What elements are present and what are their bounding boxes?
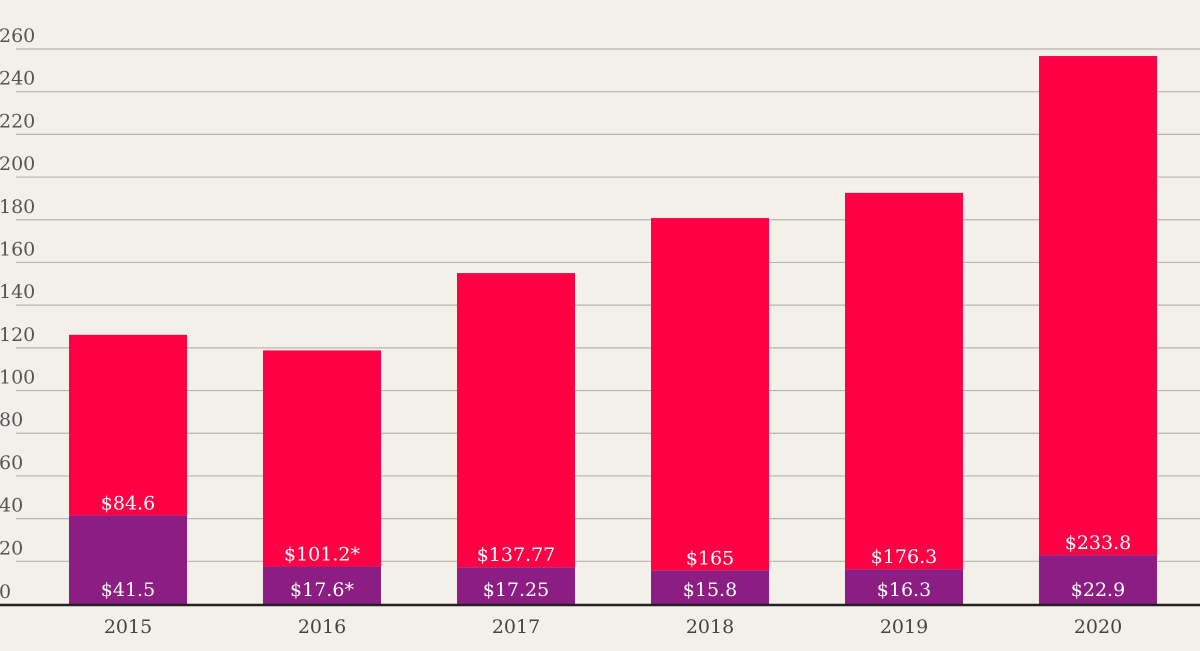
data-label-2018-segment-1: $165 [686, 547, 734, 569]
y-tick-label-40: 40 [0, 495, 23, 517]
data-label-2017-segment-1: $137.77 [477, 544, 556, 566]
bar-2020-segment-0 [1039, 555, 1157, 604]
y-tick-label-60: 60 [0, 452, 23, 474]
data-label-2016-segment-0: $17.6* [290, 579, 354, 601]
bar-2015-segment-0 [69, 515, 187, 604]
y-tick-label-200: 200 [0, 153, 35, 175]
y-axis-tick-labels: 0 20 40 60 80 100 120 140 160 180 200 220 240 260 [0, 25, 35, 603]
bar-2017-segment-0 [457, 567, 575, 604]
x-tick-label-2016: 2016 [298, 616, 346, 638]
y-tick-label-180: 180 [0, 196, 35, 218]
bar-2018-segment-1 [651, 218, 769, 571]
bar-2016-segment-1 [263, 350, 381, 567]
data-label-2018-segment-0: $15.8 [683, 579, 737, 601]
x-tick-label-2019: 2019 [880, 616, 928, 638]
x-axis-tick-labels: 2015 2016 2017 2018 2019 2020 [0, 603, 1200, 638]
x-tick-label-2017: 2017 [492, 616, 540, 638]
x-tick-label-2018: 2018 [686, 616, 734, 638]
bar-2019-segment-1 [845, 192, 963, 570]
y-tick-label-160: 160 [0, 238, 35, 260]
bar-2018-segment-0 [651, 570, 769, 604]
data-label-2019-segment-0: $16.3 [877, 579, 931, 601]
x-tick-label-2020: 2020 [1074, 616, 1122, 638]
y-tick-label-80: 80 [0, 409, 23, 431]
data-label-2015-segment-0: $41.5 [101, 579, 155, 601]
y-tick-label-220: 220 [0, 110, 35, 132]
data-label-2017-segment-0: $17.25 [483, 579, 549, 601]
bar-2019-segment-0 [845, 569, 963, 604]
bars [69, 56, 1157, 604]
bar-2016-segment-0 [263, 566, 381, 604]
y-tick-label-120: 120 [0, 324, 35, 346]
gridlines [16, 48, 1200, 562]
y-tick-label-20: 20 [0, 537, 23, 559]
y-tick-label-240: 240 [0, 68, 35, 90]
y-tick-label-100: 100 [0, 367, 35, 389]
bar-2020-segment-1 [1039, 56, 1157, 556]
bar-2017-segment-1 [457, 273, 575, 568]
y-tick-label-0: 0 [0, 581, 11, 603]
bar-2015-segment-1 [69, 334, 187, 516]
x-tick-label-2015: 2015 [104, 616, 152, 638]
bar-data-labels: $41.5 $84.6 $17.6* $101.2* $17.25 $137.77 $15.… [101, 492, 1131, 601]
data-label-2020-segment-1: $233.8 [1065, 532, 1131, 554]
data-label-2016-segment-1: $101.2* [284, 543, 360, 565]
y-tick-label-140: 140 [0, 281, 35, 303]
data-label-2020-segment-0: $22.9 [1071, 579, 1125, 601]
y-tick-label-260: 260 [0, 25, 35, 47]
data-label-2015-segment-1: $84.6 [101, 492, 155, 514]
data-label-2019-segment-1: $176.3 [871, 546, 937, 568]
